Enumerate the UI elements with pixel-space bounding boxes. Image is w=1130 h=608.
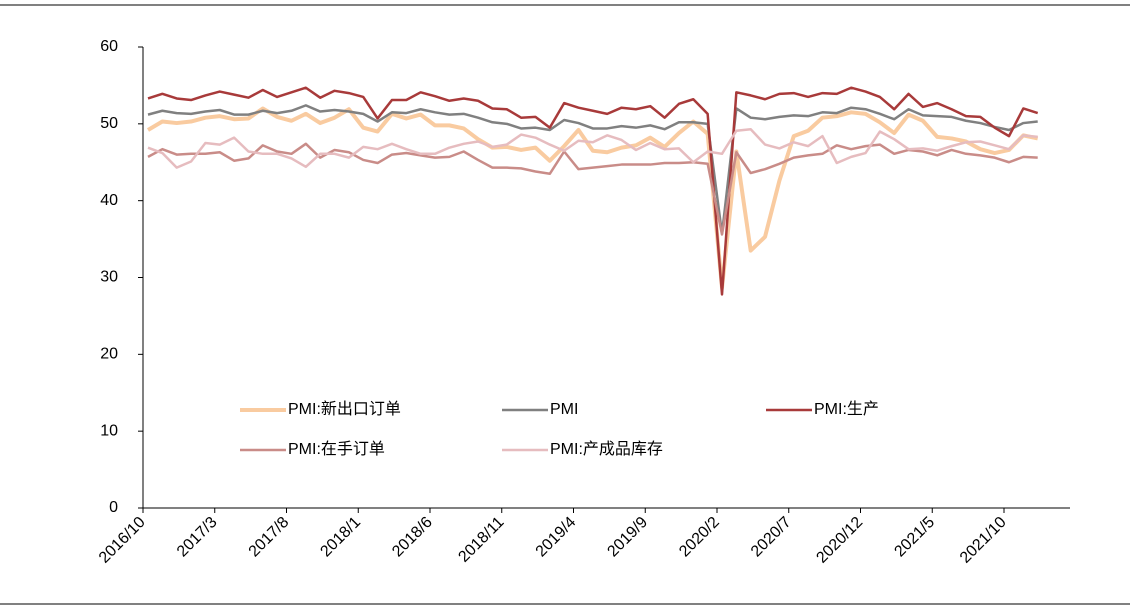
x-tick-label: 2020/7 — [748, 514, 795, 561]
series-line — [146, 106, 1039, 290]
legend-label: PMI:新出口订单 — [288, 400, 401, 418]
legend-label: PMI:在手订单 — [288, 440, 385, 458]
y-tick-label: 50 — [100, 115, 118, 132]
x-tick-label: 2018/11 — [455, 514, 507, 566]
x-tick-label: 2018/6 — [389, 514, 436, 561]
legend-label: PMI:产成品库存 — [550, 440, 663, 458]
y-tick-label: 0 — [109, 499, 118, 516]
y-tick-label: 30 — [100, 269, 118, 286]
x-tick-label: 2020/12 — [813, 514, 866, 567]
x-tick-label: 2021/10 — [957, 514, 1010, 567]
x-tick-label: 2018/1 — [317, 514, 364, 561]
series-line — [147, 104, 1038, 235]
series-line — [147, 127, 1038, 169]
x-tick-label: 2019/9 — [604, 514, 651, 561]
legend-label: PMI:生产 — [814, 400, 879, 418]
y-tick-label: 40 — [100, 192, 118, 209]
y-tick-label: 60 — [100, 38, 118, 55]
x-tick-label: 2020/2 — [676, 514, 723, 561]
x-tick-label: 2016/10 — [96, 514, 149, 567]
y-tick-label: 10 — [100, 422, 118, 439]
series-line — [147, 142, 1038, 236]
x-tick-label: 2021/5 — [891, 514, 938, 561]
x-tick-label: 2019/4 — [533, 514, 580, 561]
x-tick-label: 2017/3 — [174, 514, 221, 561]
legend-label: PMI — [550, 401, 578, 418]
x-tick-label: 2017/8 — [246, 514, 293, 561]
series-line — [147, 86, 1039, 296]
y-tick-label: 20 — [100, 346, 118, 363]
